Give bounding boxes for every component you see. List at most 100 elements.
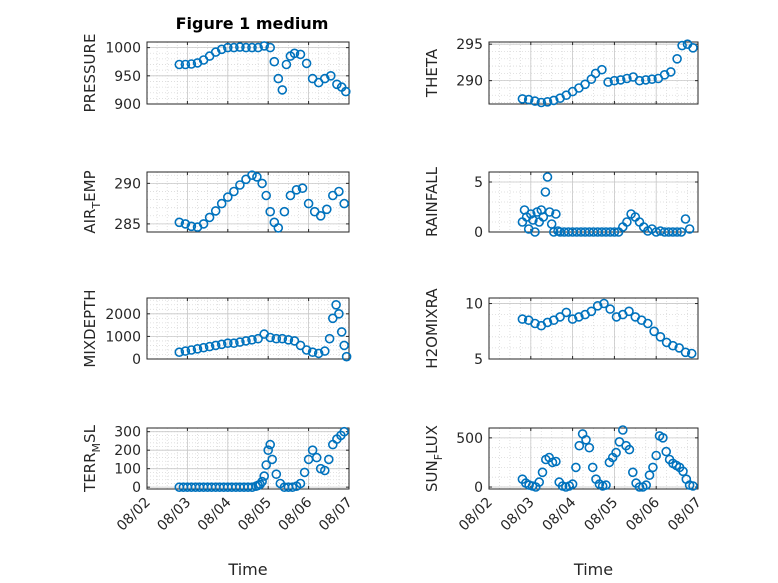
y-tick-label: 300	[114, 425, 141, 441]
data-point	[267, 454, 278, 465]
data-point	[216, 44, 227, 55]
data-point	[198, 342, 209, 353]
figure-title: Figure 1 medium	[176, 14, 329, 33]
data-point	[655, 331, 666, 342]
x-tick-label: 08/04	[195, 494, 235, 534]
data-point	[684, 224, 695, 234]
data-point	[324, 333, 335, 344]
data-point	[609, 227, 620, 237]
data-point	[241, 336, 251, 346]
data-point	[334, 186, 344, 197]
subplot-1: 290 295 THETA	[423, 37, 699, 108]
data-point	[536, 97, 547, 108]
data-point	[611, 312, 622, 322]
data-point	[289, 48, 300, 59]
data-point	[265, 206, 276, 217]
data-point	[341, 351, 352, 362]
data-point	[528, 215, 538, 225]
data-point	[678, 466, 688, 477]
data-point	[285, 190, 296, 201]
data-point	[334, 308, 344, 319]
data-point	[241, 42, 251, 53]
data-point	[235, 337, 245, 347]
data-point	[186, 59, 197, 69]
y-tick-label: 295	[456, 37, 483, 53]
data-point	[257, 178, 267, 189]
data-point	[523, 94, 534, 105]
data-point	[307, 347, 318, 358]
data-point	[331, 299, 341, 310]
data-point	[584, 442, 595, 453]
data-point	[548, 227, 559, 237]
data-point	[271, 333, 282, 344]
y-tick-label: 0	[132, 352, 141, 368]
data-point	[574, 440, 585, 451]
data-point	[210, 340, 221, 351]
data-point	[680, 214, 691, 224]
data-point	[611, 447, 621, 458]
data-point	[252, 172, 262, 182]
data-point	[551, 209, 561, 219]
data-point	[287, 482, 298, 493]
data-point	[647, 74, 657, 84]
data-point	[235, 42, 245, 52]
data-point	[567, 479, 578, 489]
axes-box	[488, 297, 699, 360]
x-tick-label: 08/05	[235, 495, 275, 535]
data-point	[323, 454, 334, 465]
data-point	[303, 198, 314, 209]
data-point	[273, 223, 284, 233]
x-tick-label: 08/06	[276, 494, 316, 534]
data-point	[668, 340, 678, 351]
data-point	[257, 476, 267, 487]
data-point	[235, 180, 245, 190]
data-point	[321, 204, 332, 215]
x-tick-label: 08/05	[581, 495, 621, 535]
data-point	[661, 446, 672, 457]
y-label-rest: LUX	[423, 425, 441, 454]
data-point	[291, 185, 302, 195]
data-point	[295, 49, 306, 60]
data-point	[174, 347, 185, 358]
data-point	[339, 198, 350, 209]
subplot-4: 0 1000 2000 MIXDEPTH	[81, 289, 352, 368]
data-point	[624, 444, 635, 455]
data-point	[261, 190, 272, 201]
y-axis-label: AIRTEMP	[81, 170, 103, 233]
data-point	[336, 327, 347, 337]
y-axis-label: SUNFLUX	[423, 425, 445, 492]
data-point	[580, 79, 590, 90]
data-point	[592, 300, 603, 311]
y-label-subscript: T	[90, 202, 103, 210]
data-point	[525, 209, 536, 219]
x-tick-label: 08/06	[623, 494, 663, 534]
y-label-rest: SL	[81, 424, 99, 443]
data-point	[676, 227, 687, 237]
data-point	[340, 86, 351, 97]
data-point	[651, 450, 662, 461]
x-axis-label: Time	[227, 560, 267, 579]
data-point	[548, 95, 559, 106]
axes-box	[488, 427, 699, 490]
subplot-7: 0 500 SUNFLUX 08/02 08/03 08/04 08/05 08/06 08/0…	[423, 425, 705, 579]
data-point	[586, 306, 597, 317]
data-point	[229, 338, 239, 349]
data-point	[265, 42, 276, 53]
data-point	[210, 206, 221, 216]
data-point	[259, 41, 270, 51]
y-tick-label: 0	[474, 480, 483, 496]
data-point	[542, 317, 553, 328]
data-point	[555, 312, 565, 322]
data-point	[301, 345, 312, 355]
data-point	[561, 307, 572, 318]
data-point	[530, 96, 540, 106]
subplot-5: 5 10 H2OMIXRA	[423, 288, 699, 369]
y-tick-label: 1000	[105, 41, 141, 57]
data-point	[688, 42, 698, 53]
data-point	[204, 212, 215, 223]
data-point	[263, 445, 274, 456]
data-point	[265, 439, 276, 450]
data-point	[677, 40, 687, 51]
data-point	[530, 227, 540, 237]
x-tick-label: 08/03	[498, 495, 538, 535]
